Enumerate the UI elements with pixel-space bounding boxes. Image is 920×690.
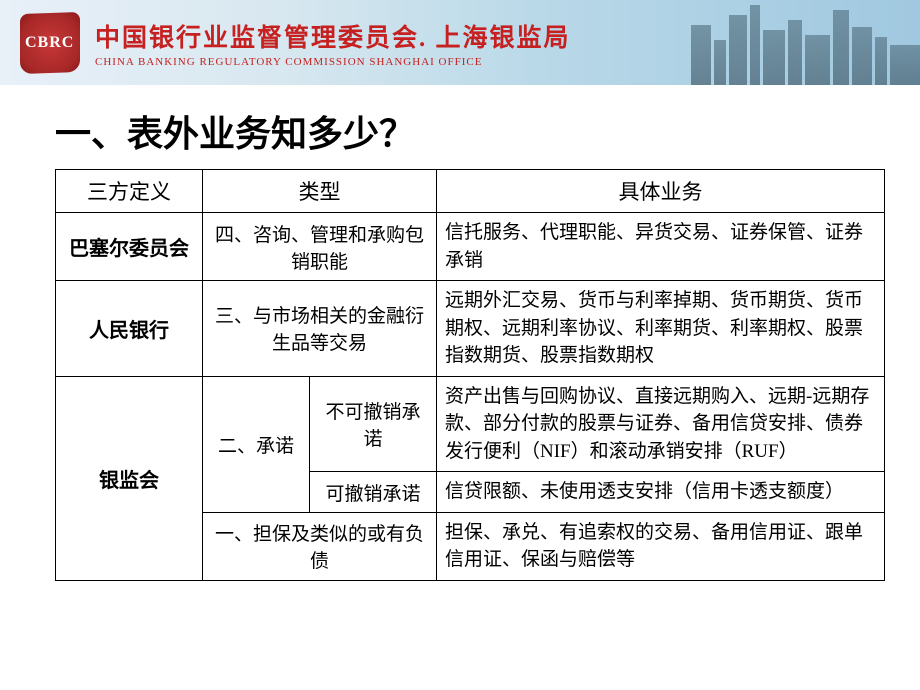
header-text-block: 中国银行业监督管理委员会. 上海银监局 CHINA BANKING REGULA…: [95, 18, 571, 68]
def-basel: 巴塞尔委员会: [56, 213, 203, 281]
page-header: CBRC 中国银行业监督管理委员会. 上海银监局 CHINA BANKING R…: [0, 0, 920, 85]
skyline-icon: [570, 0, 920, 85]
th-definition: 三方定义: [56, 170, 203, 213]
detail-cell: 信贷限额、未使用透支安排（信用卡透支额度）: [437, 472, 885, 513]
org-subtitle: CHINA BANKING REGULATORY COMMISSION SHAN…: [95, 56, 571, 68]
def-pboc: 人民银行: [56, 281, 203, 377]
table-header-row: 三方定义 类型 具体业务: [56, 170, 885, 213]
table-row: 巴塞尔委员会 四、咨询、管理和承购包销职能 信托服务、代理职能、异货交易、证券保…: [56, 213, 885, 281]
th-detail: 具体业务: [437, 170, 885, 213]
th-type: 类型: [203, 170, 437, 213]
subtype-cell: 不可撤销承诺: [310, 376, 437, 472]
org-title: 中国银行业监督管理委员会. 上海银监局: [95, 18, 571, 54]
table-row: 银监会 二、承诺 不可撤销承诺 资产出售与回购协议、直接远期购入、远期-远期存款…: [56, 376, 885, 472]
subtype-cell: 可撤销承诺: [310, 472, 437, 513]
logo-text: CBRC: [25, 34, 74, 52]
detail-cell: 资产出售与回购协议、直接远期购入、远期-远期存款、部分付款的股票与证券、备用信贷…: [437, 376, 885, 472]
definitions-table: 三方定义 类型 具体业务 巴塞尔委员会 四、咨询、管理和承购包销职能 信托服务、…: [55, 169, 885, 581]
detail-cell: 信托服务、代理职能、异货交易、证券保管、证券承销: [437, 213, 885, 281]
def-cbrc: 银监会: [56, 376, 203, 580]
type-cell: 三、与市场相关的金融衍生品等交易: [203, 281, 437, 377]
group-type: 二、承诺: [203, 376, 310, 512]
table-row: 人民银行 三、与市场相关的金融衍生品等交易 远期外汇交易、货币与利率掉期、货币期…: [56, 281, 885, 377]
content-area: 一、表外业务知多少？ 三方定义 类型 具体业务 巴塞尔委员会 四、咨询、管理和承…: [0, 85, 920, 581]
detail-cell: 远期外汇交易、货币与利率掉期、货币期货、货币期权、远期利率协议、利率期货、利率期…: [437, 281, 885, 377]
type-cell: 一、担保及类似的或有负债: [203, 512, 437, 580]
cbrc-logo-icon: CBRC: [20, 11, 80, 73]
page-title: 一、表外业务知多少？: [55, 105, 885, 157]
type-cell: 四、咨询、管理和承购包销职能: [203, 213, 437, 281]
detail-cell: 担保、承兑、有追索权的交易、备用信用证、跟单信用证、保函与赔偿等: [437, 512, 885, 580]
